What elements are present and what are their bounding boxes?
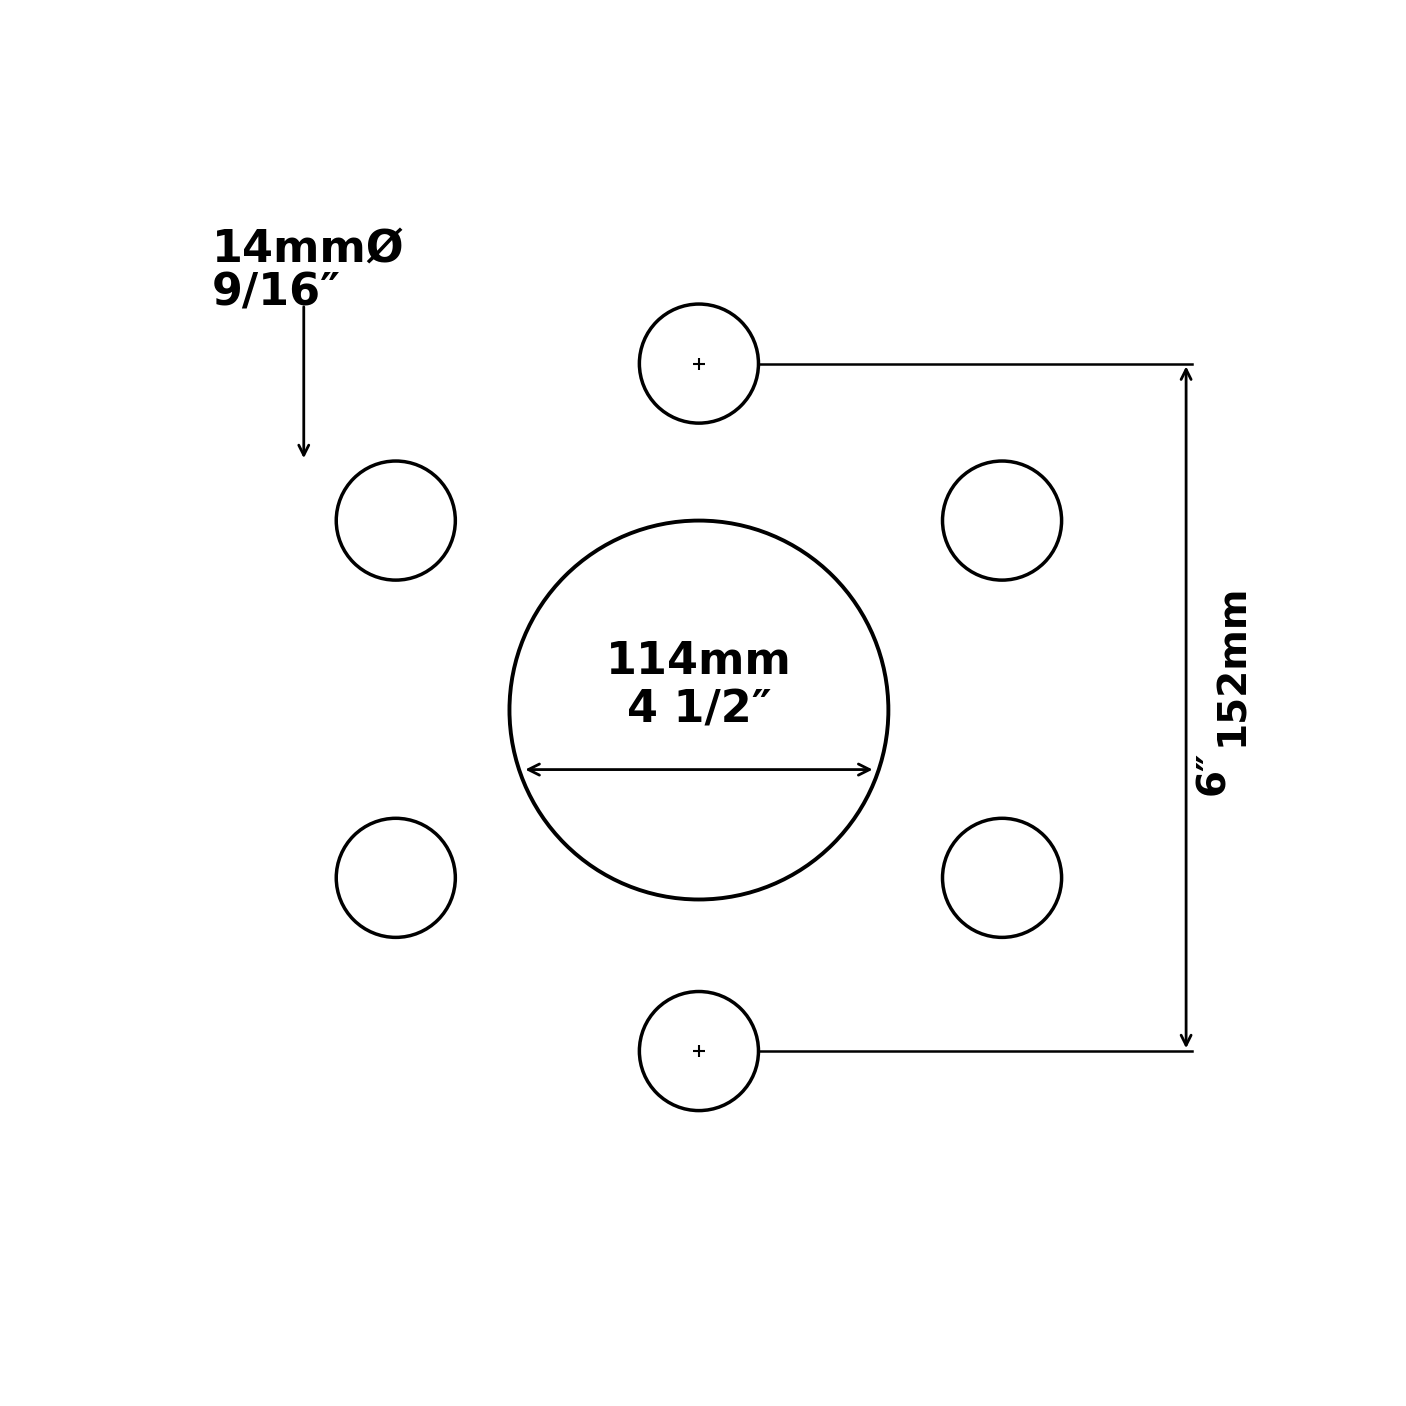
Text: 4 1/2″: 4 1/2″: [627, 689, 772, 731]
Text: 6″: 6″: [1194, 751, 1232, 794]
Text: 9/16″: 9/16″: [212, 271, 340, 315]
Text: 152mm: 152mm: [1212, 583, 1250, 745]
Text: 14mmØ: 14mmØ: [212, 228, 405, 271]
Text: 114mm: 114mm: [606, 640, 792, 683]
